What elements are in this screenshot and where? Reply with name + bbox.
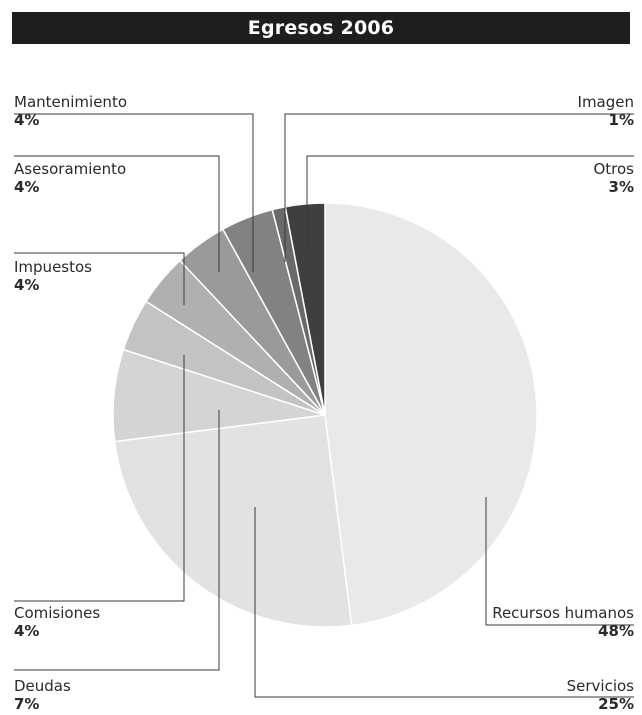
- slice-label-name: Recursos humanos: [492, 604, 634, 622]
- slice-label-percent: 4%: [14, 276, 39, 294]
- slice-label-name: Asesoramiento: [14, 160, 126, 178]
- slice-label-percent: 3%: [609, 178, 634, 196]
- slice-label-name: Impuestos: [14, 258, 92, 276]
- pie-slice-servicios: [113, 414, 353, 628]
- leader-line: [14, 410, 220, 671]
- chart-title: Egresos 2006: [247, 17, 395, 39]
- slice-label-name: Imagen: [578, 93, 634, 111]
- leader-line: [485, 497, 634, 626]
- slice-label-percent: 48%: [598, 622, 634, 640]
- slice-label-percent: 7%: [14, 695, 39, 713]
- leader-line: [254, 507, 634, 698]
- leader-line: [284, 113, 634, 262]
- slice-label-name: Comisiones: [14, 604, 100, 622]
- leader-line: [14, 113, 254, 272]
- leader-lines: [14, 113, 634, 698]
- slice-label-percent: 4%: [14, 111, 39, 129]
- leader-line: [14, 155, 220, 272]
- slice-label-name: Otros: [593, 160, 634, 178]
- chart-title-bar: Egresos 2006: [12, 12, 630, 44]
- slice-label-percent: 4%: [14, 622, 39, 640]
- slice-label-percent: 25%: [598, 695, 634, 713]
- pie-slices: [112, 202, 538, 628]
- slice-label-percent: 4%: [14, 178, 39, 196]
- leader-line: [14, 252, 185, 305]
- slice-label-name: Deudas: [14, 677, 71, 695]
- slice-label-percent: 1%: [609, 111, 634, 129]
- slice-label-name: Servicios: [567, 677, 635, 695]
- pie-slice-recursos-humanos: [324, 202, 538, 627]
- slice-label-name: Mantenimiento: [14, 93, 127, 111]
- leader-line: [14, 355, 185, 602]
- leader-line: [306, 155, 634, 255]
